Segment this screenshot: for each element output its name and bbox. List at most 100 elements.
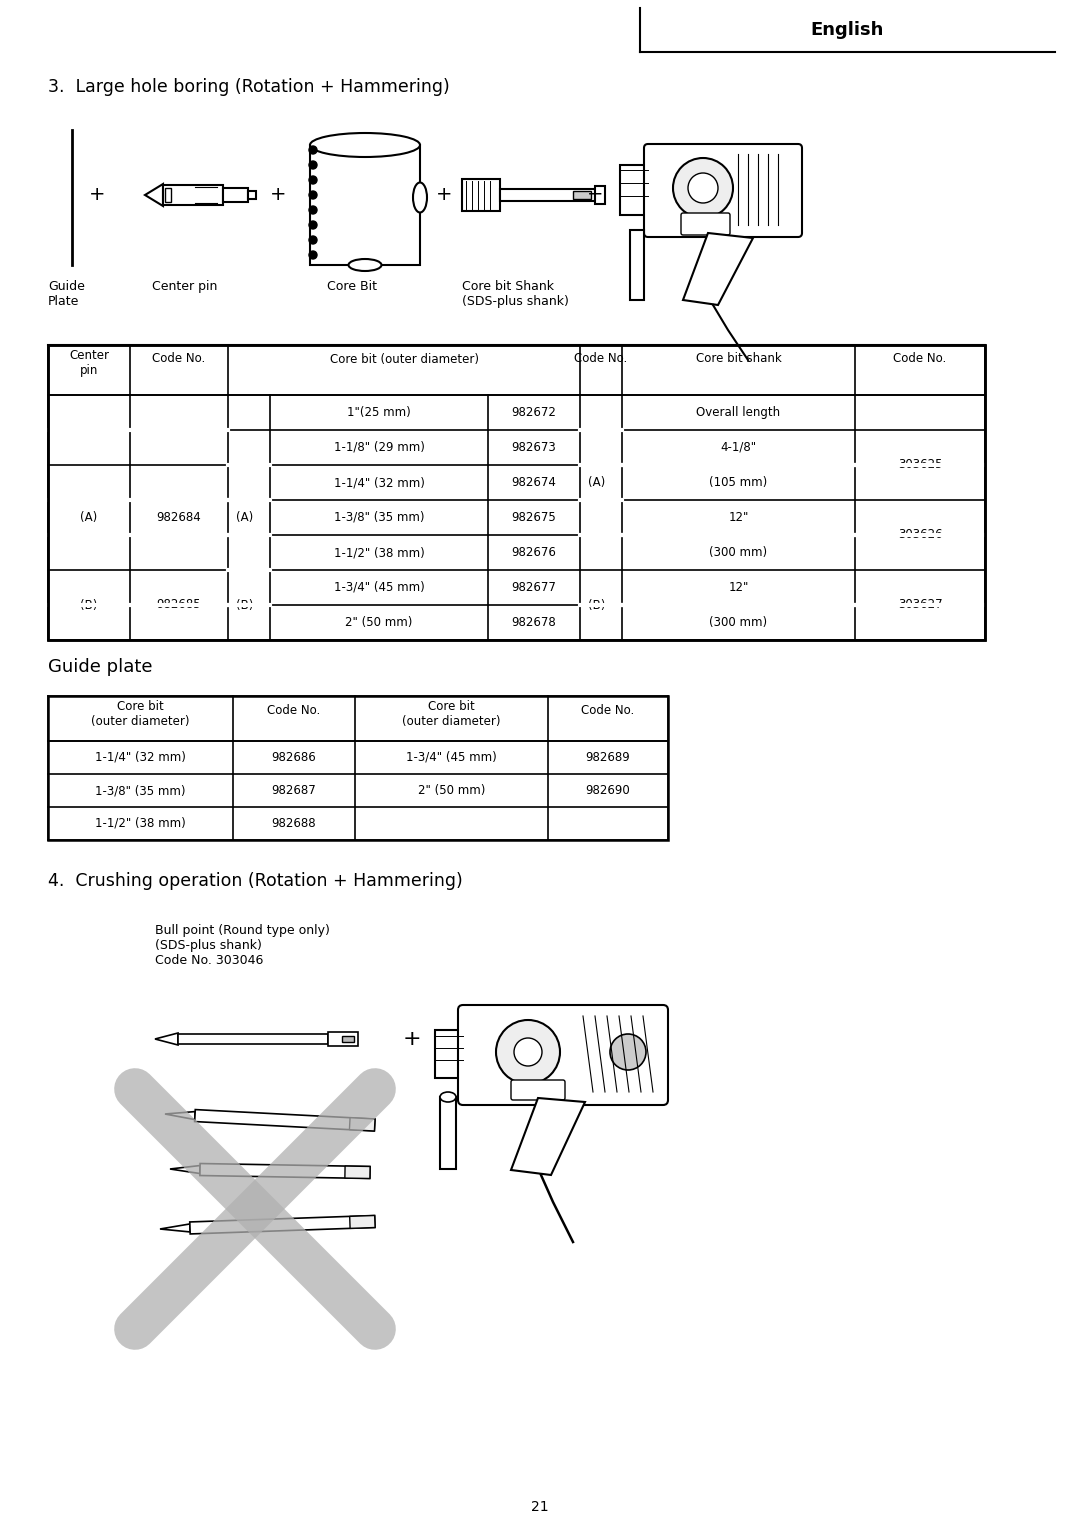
Polygon shape: [345, 1167, 370, 1179]
Text: 982690: 982690: [585, 784, 631, 797]
Text: English: English: [811, 21, 885, 40]
Ellipse shape: [349, 258, 381, 271]
Bar: [178, 1034, 328, 1044]
FancyBboxPatch shape: [511, 1079, 565, 1099]
Text: Bull point (Round type only)
(SDS-plus shank)
Code No. 303046: Bull point (Round type only) (SDS-plus s…: [156, 924, 329, 966]
FancyBboxPatch shape: [681, 213, 730, 235]
Text: Core Bit: Core Bit: [327, 280, 377, 294]
Text: Guide
Plate: Guide Plate: [48, 280, 85, 307]
Bar: [222, 188, 248, 202]
Polygon shape: [170, 1165, 200, 1174]
Text: 2" (50 mm): 2" (50 mm): [346, 616, 413, 628]
Text: Center
pin: Center pin: [69, 349, 109, 378]
Text: 1-1/2" (38 mm): 1-1/2" (38 mm): [334, 546, 424, 560]
Bar: [248, 191, 256, 199]
Bar: [328, 1032, 357, 1046]
Circle shape: [514, 1038, 542, 1066]
Text: 982686: 982686: [272, 751, 316, 764]
Polygon shape: [190, 1216, 375, 1234]
Text: Code No.: Code No.: [893, 353, 947, 365]
Text: 303627: 303627: [897, 598, 943, 612]
Text: 982675: 982675: [512, 511, 556, 524]
Text: –: –: [176, 424, 181, 436]
Text: Guide plate: Guide plate: [48, 657, 152, 676]
Circle shape: [309, 222, 318, 229]
Text: 1-3/4" (45 mm): 1-3/4" (45 mm): [334, 581, 424, 593]
Bar: [163, 185, 222, 205]
FancyBboxPatch shape: [644, 144, 802, 237]
Circle shape: [688, 173, 718, 203]
Text: 982673: 982673: [512, 440, 556, 454]
Bar: [342, 1037, 354, 1041]
Text: (300 mm): (300 mm): [710, 546, 768, 560]
Text: 982685: 982685: [157, 598, 201, 612]
Bar: [620, 165, 648, 216]
Circle shape: [610, 1034, 646, 1070]
Text: +: +: [403, 1029, 421, 1049]
Bar: [435, 1031, 463, 1078]
Polygon shape: [160, 1223, 190, 1232]
Bar: [462, 179, 500, 211]
Circle shape: [309, 206, 318, 214]
Text: (300 mm): (300 mm): [710, 616, 768, 628]
Text: –: –: [86, 424, 92, 436]
Text: 982674: 982674: [512, 476, 556, 489]
Text: 1-1/4" (32 mm): 1-1/4" (32 mm): [95, 751, 186, 764]
Polygon shape: [511, 1098, 585, 1174]
Text: 1"(25 mm): 1"(25 mm): [347, 407, 410, 419]
Text: Code No.: Code No.: [575, 353, 627, 365]
Text: 1-1/2" (38 mm): 1-1/2" (38 mm): [95, 816, 186, 830]
Text: +: +: [586, 185, 604, 205]
Polygon shape: [165, 1112, 195, 1119]
Text: 1-1/4" (32 mm): 1-1/4" (32 mm): [334, 476, 424, 489]
Text: Core bit
(outer diameter): Core bit (outer diameter): [402, 700, 501, 728]
Bar: [500, 190, 595, 200]
Text: 12": 12": [728, 511, 748, 524]
FancyBboxPatch shape: [458, 1005, 669, 1105]
Ellipse shape: [413, 182, 427, 213]
Text: (105 mm): (105 mm): [710, 476, 768, 489]
Text: 982689: 982689: [585, 751, 631, 764]
Text: 1-3/8" (35 mm): 1-3/8" (35 mm): [95, 784, 186, 797]
Polygon shape: [194, 1110, 375, 1131]
Circle shape: [309, 176, 318, 183]
Polygon shape: [350, 1118, 375, 1131]
Text: 303626: 303626: [897, 529, 943, 541]
Circle shape: [309, 191, 318, 199]
Text: (A): (A): [80, 511, 97, 524]
Text: Code No.: Code No.: [152, 353, 205, 365]
Text: 982688: 982688: [272, 816, 316, 830]
Circle shape: [496, 1020, 561, 1084]
Bar: [573, 191, 591, 199]
Text: 982677: 982677: [512, 581, 556, 593]
Text: 982672: 982672: [512, 407, 556, 419]
Text: +: +: [435, 185, 453, 205]
Polygon shape: [683, 232, 753, 304]
Polygon shape: [350, 1216, 375, 1228]
Text: 4-1/8": 4-1/8": [720, 440, 757, 454]
Text: Core bit Shank
(SDS-plus shank): Core bit Shank (SDS-plus shank): [462, 280, 569, 307]
Polygon shape: [145, 183, 163, 206]
Text: 21: 21: [531, 1500, 549, 1514]
Text: +: +: [270, 185, 286, 205]
Text: 982687: 982687: [272, 784, 316, 797]
Text: Center pin: Center pin: [152, 280, 217, 294]
Text: Core bit shank: Core bit shank: [696, 353, 781, 365]
Polygon shape: [156, 1034, 178, 1044]
Bar: [595, 187, 605, 203]
Text: Core bit
(outer diameter): Core bit (outer diameter): [91, 700, 190, 728]
Bar: [48, 696, 669, 839]
Bar: [630, 229, 644, 300]
Bar: [48, 346, 985, 641]
Polygon shape: [200, 1164, 370, 1179]
Circle shape: [309, 251, 318, 258]
Bar: [310, 145, 420, 265]
Text: 982678: 982678: [512, 616, 556, 628]
Text: (A): (A): [588, 476, 605, 489]
Text: 3.  Large hole boring (Rotation + Hammering): 3. Large hole boring (Rotation + Hammeri…: [48, 78, 449, 96]
Text: (B): (B): [237, 598, 254, 612]
Circle shape: [309, 145, 318, 154]
Text: Overall length: Overall length: [697, 407, 781, 419]
Text: 1-3/4" (45 mm): 1-3/4" (45 mm): [406, 751, 497, 764]
Text: Code No.: Code No.: [268, 703, 321, 717]
